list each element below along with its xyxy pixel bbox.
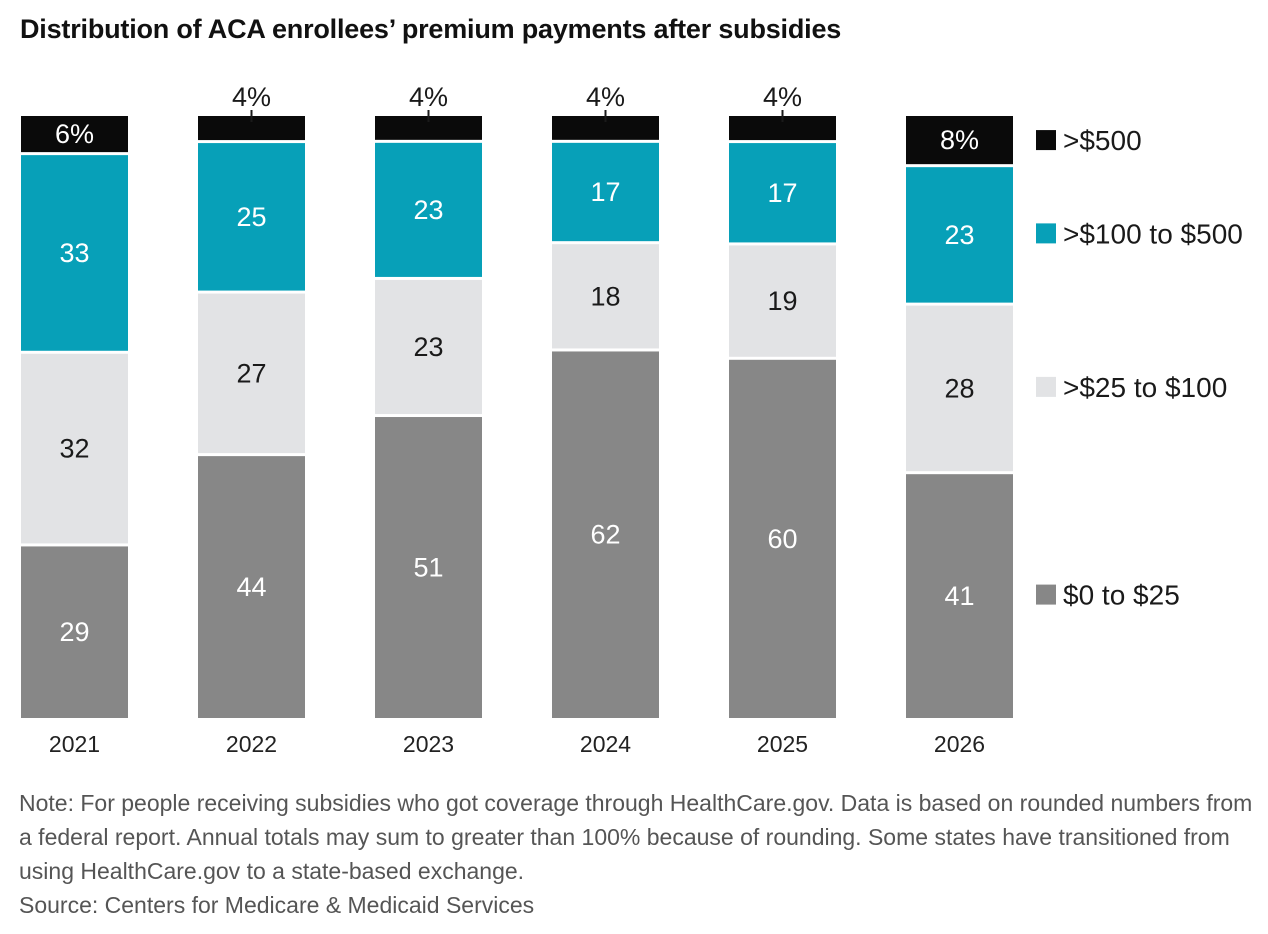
data-label-2023-1: 51: [413, 553, 443, 583]
data-label-2026-1: 41: [944, 581, 974, 611]
x-tick-label-2025: 2025: [757, 731, 808, 757]
bar-segment-2026-4: [906, 116, 1013, 165]
data-label-2021-4: 6%: [55, 119, 94, 149]
legend-label-3: >$100 to $500: [1063, 218, 1243, 249]
data-label-2023-3: 23: [413, 195, 443, 225]
bar-segment-2023-2: [375, 279, 482, 415]
data-label-2025-4: 4%: [763, 82, 802, 112]
data-label-2024-3: 17: [590, 177, 620, 207]
data-label-2022-1: 44: [236, 572, 266, 602]
footnote: Note: For people receiving subsidies who…: [19, 786, 1259, 922]
bar-segment-2024-3: [552, 142, 659, 242]
x-tick-label-2024: 2024: [580, 731, 631, 757]
bar-segment-2021-1: [21, 546, 128, 718]
data-label-2024-2: 18: [590, 281, 620, 311]
bar-segment-2025-3: [729, 143, 836, 243]
bar-segment-2025-2: [729, 245, 836, 357]
data-label-2022-2: 27: [236, 358, 266, 388]
data-label-2023-4: 4%: [409, 82, 448, 112]
x-tick-label-2023: 2023: [403, 731, 454, 757]
bar-segment-2022-2: [198, 293, 305, 454]
bar-segment-2025-1: [729, 359, 836, 718]
bar-segment-2026-1: [906, 474, 1013, 718]
data-label-2024-1: 62: [590, 520, 620, 550]
bar-segment-2024-2: [552, 244, 659, 349]
legend-label-1: $0 to $25: [1063, 580, 1180, 611]
bar-segment-2024-4: [552, 116, 659, 140]
legend-swatch-3: [1036, 223, 1056, 244]
data-label-2026-3: 23: [944, 220, 974, 250]
data-label-2021-3: 33: [59, 238, 89, 268]
data-label-2024-4: 4%: [586, 82, 625, 112]
data-label-2023-2: 23: [413, 332, 443, 362]
data-label-2021-2: 32: [59, 434, 89, 464]
footnote-source: Source: Centers for Medicare & Medicaid …: [19, 892, 535, 918]
data-label-2025-2: 19: [767, 286, 797, 316]
footnote-note: Note: For people receiving subsidies who…: [19, 790, 1253, 884]
legend-swatch-4: [1036, 130, 1056, 151]
data-label-2022-3: 25: [236, 202, 266, 232]
data-label-2025-3: 17: [767, 178, 797, 208]
data-label-2021-1: 29: [59, 617, 89, 647]
bar-segment-2024-1: [552, 351, 659, 718]
data-label-2026-4: 8%: [940, 125, 979, 155]
bar-segment-2021-4: [21, 116, 128, 153]
bar-segment-2023-4: [375, 116, 482, 140]
bar-segment-2023-3: [375, 142, 482, 277]
x-tick-label-2022: 2022: [226, 731, 277, 757]
x-tick-label-2026: 2026: [934, 731, 985, 757]
legend-label-2: >$25 to $100: [1063, 372, 1227, 403]
legend-swatch-1: [1036, 584, 1056, 605]
x-tick-label-2021: 2021: [49, 731, 100, 757]
bar-segment-2026-2: [906, 305, 1013, 472]
data-label-2022-4: 4%: [232, 82, 271, 112]
data-label-2026-2: 28: [944, 373, 974, 403]
bar-segment-2022-1: [198, 456, 305, 718]
bar-segment-2022-3: [198, 143, 305, 291]
bar-segment-2021-3: [21, 155, 128, 351]
bar-segment-2023-1: [375, 417, 482, 718]
bar-segment-2026-3: [906, 167, 1013, 303]
data-label-2025-1: 60: [767, 524, 797, 554]
chart-title: Distribution of ACA enrollees’ premium p…: [20, 14, 842, 44]
legend-swatch-2: [1036, 376, 1056, 397]
legend-label-4: >$500: [1063, 125, 1142, 156]
bar-segment-2021-2: [21, 353, 128, 544]
stacked-bar-chart: 29 32 33 6% 2021 44 27 25 4% 2022 51 23 23 4% 2023 62 18…: [21, 82, 1243, 757]
